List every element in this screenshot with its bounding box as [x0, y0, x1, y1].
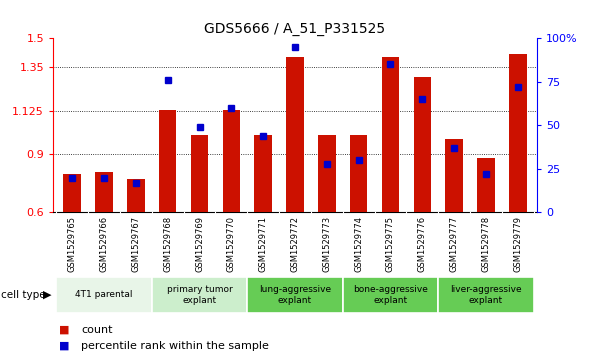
Bar: [127, 179, 145, 212]
Text: GSM1529770: GSM1529770: [227, 216, 236, 272]
Title: GDS5666 / A_51_P331525: GDS5666 / A_51_P331525: [205, 22, 385, 36]
Text: GSM1529769: GSM1529769: [195, 216, 204, 272]
Text: GSM1529779: GSM1529779: [513, 216, 522, 272]
Text: GSM1529768: GSM1529768: [163, 216, 172, 272]
Bar: [64, 174, 81, 212]
Text: 4T1 parental: 4T1 parental: [76, 290, 133, 299]
Bar: [286, 57, 304, 212]
Text: GSM1529776: GSM1529776: [418, 216, 427, 272]
Text: percentile rank within the sample: percentile rank within the sample: [81, 340, 269, 351]
Bar: [509, 54, 526, 212]
Text: GSM1529777: GSM1529777: [450, 216, 458, 272]
Bar: [95, 172, 113, 212]
Text: GSM1529773: GSM1529773: [322, 216, 332, 272]
Text: bone-aggressive
explant: bone-aggressive explant: [353, 285, 428, 305]
Text: GSM1529774: GSM1529774: [354, 216, 363, 272]
Text: count: count: [81, 325, 113, 335]
Text: GSM1529767: GSM1529767: [132, 216, 140, 272]
Text: cell type: cell type: [1, 290, 46, 300]
Bar: [382, 57, 399, 212]
Text: ■: ■: [59, 325, 70, 335]
Bar: [56, 277, 152, 313]
Bar: [477, 158, 495, 212]
Bar: [445, 139, 463, 212]
Bar: [350, 135, 368, 212]
Bar: [191, 135, 208, 212]
Text: primary tumor
explant: primary tumor explant: [166, 285, 232, 305]
Bar: [414, 77, 431, 212]
Text: GSM1529766: GSM1529766: [100, 216, 109, 272]
Text: ▶: ▶: [43, 290, 51, 300]
Bar: [222, 110, 240, 212]
Text: GSM1529765: GSM1529765: [68, 216, 77, 272]
Text: GSM1529775: GSM1529775: [386, 216, 395, 272]
Text: GSM1529778: GSM1529778: [481, 216, 490, 272]
Text: ■: ■: [59, 340, 70, 351]
Text: lung-aggressive
explant: lung-aggressive explant: [259, 285, 331, 305]
Bar: [159, 110, 176, 212]
Bar: [343, 277, 438, 313]
Bar: [247, 277, 343, 313]
Bar: [254, 135, 272, 212]
Bar: [318, 135, 336, 212]
Bar: [438, 277, 534, 313]
Text: liver-aggressive
explant: liver-aggressive explant: [450, 285, 522, 305]
Text: GSM1529771: GSM1529771: [258, 216, 268, 272]
Text: GSM1529772: GSM1529772: [290, 216, 300, 272]
Bar: [152, 277, 247, 313]
